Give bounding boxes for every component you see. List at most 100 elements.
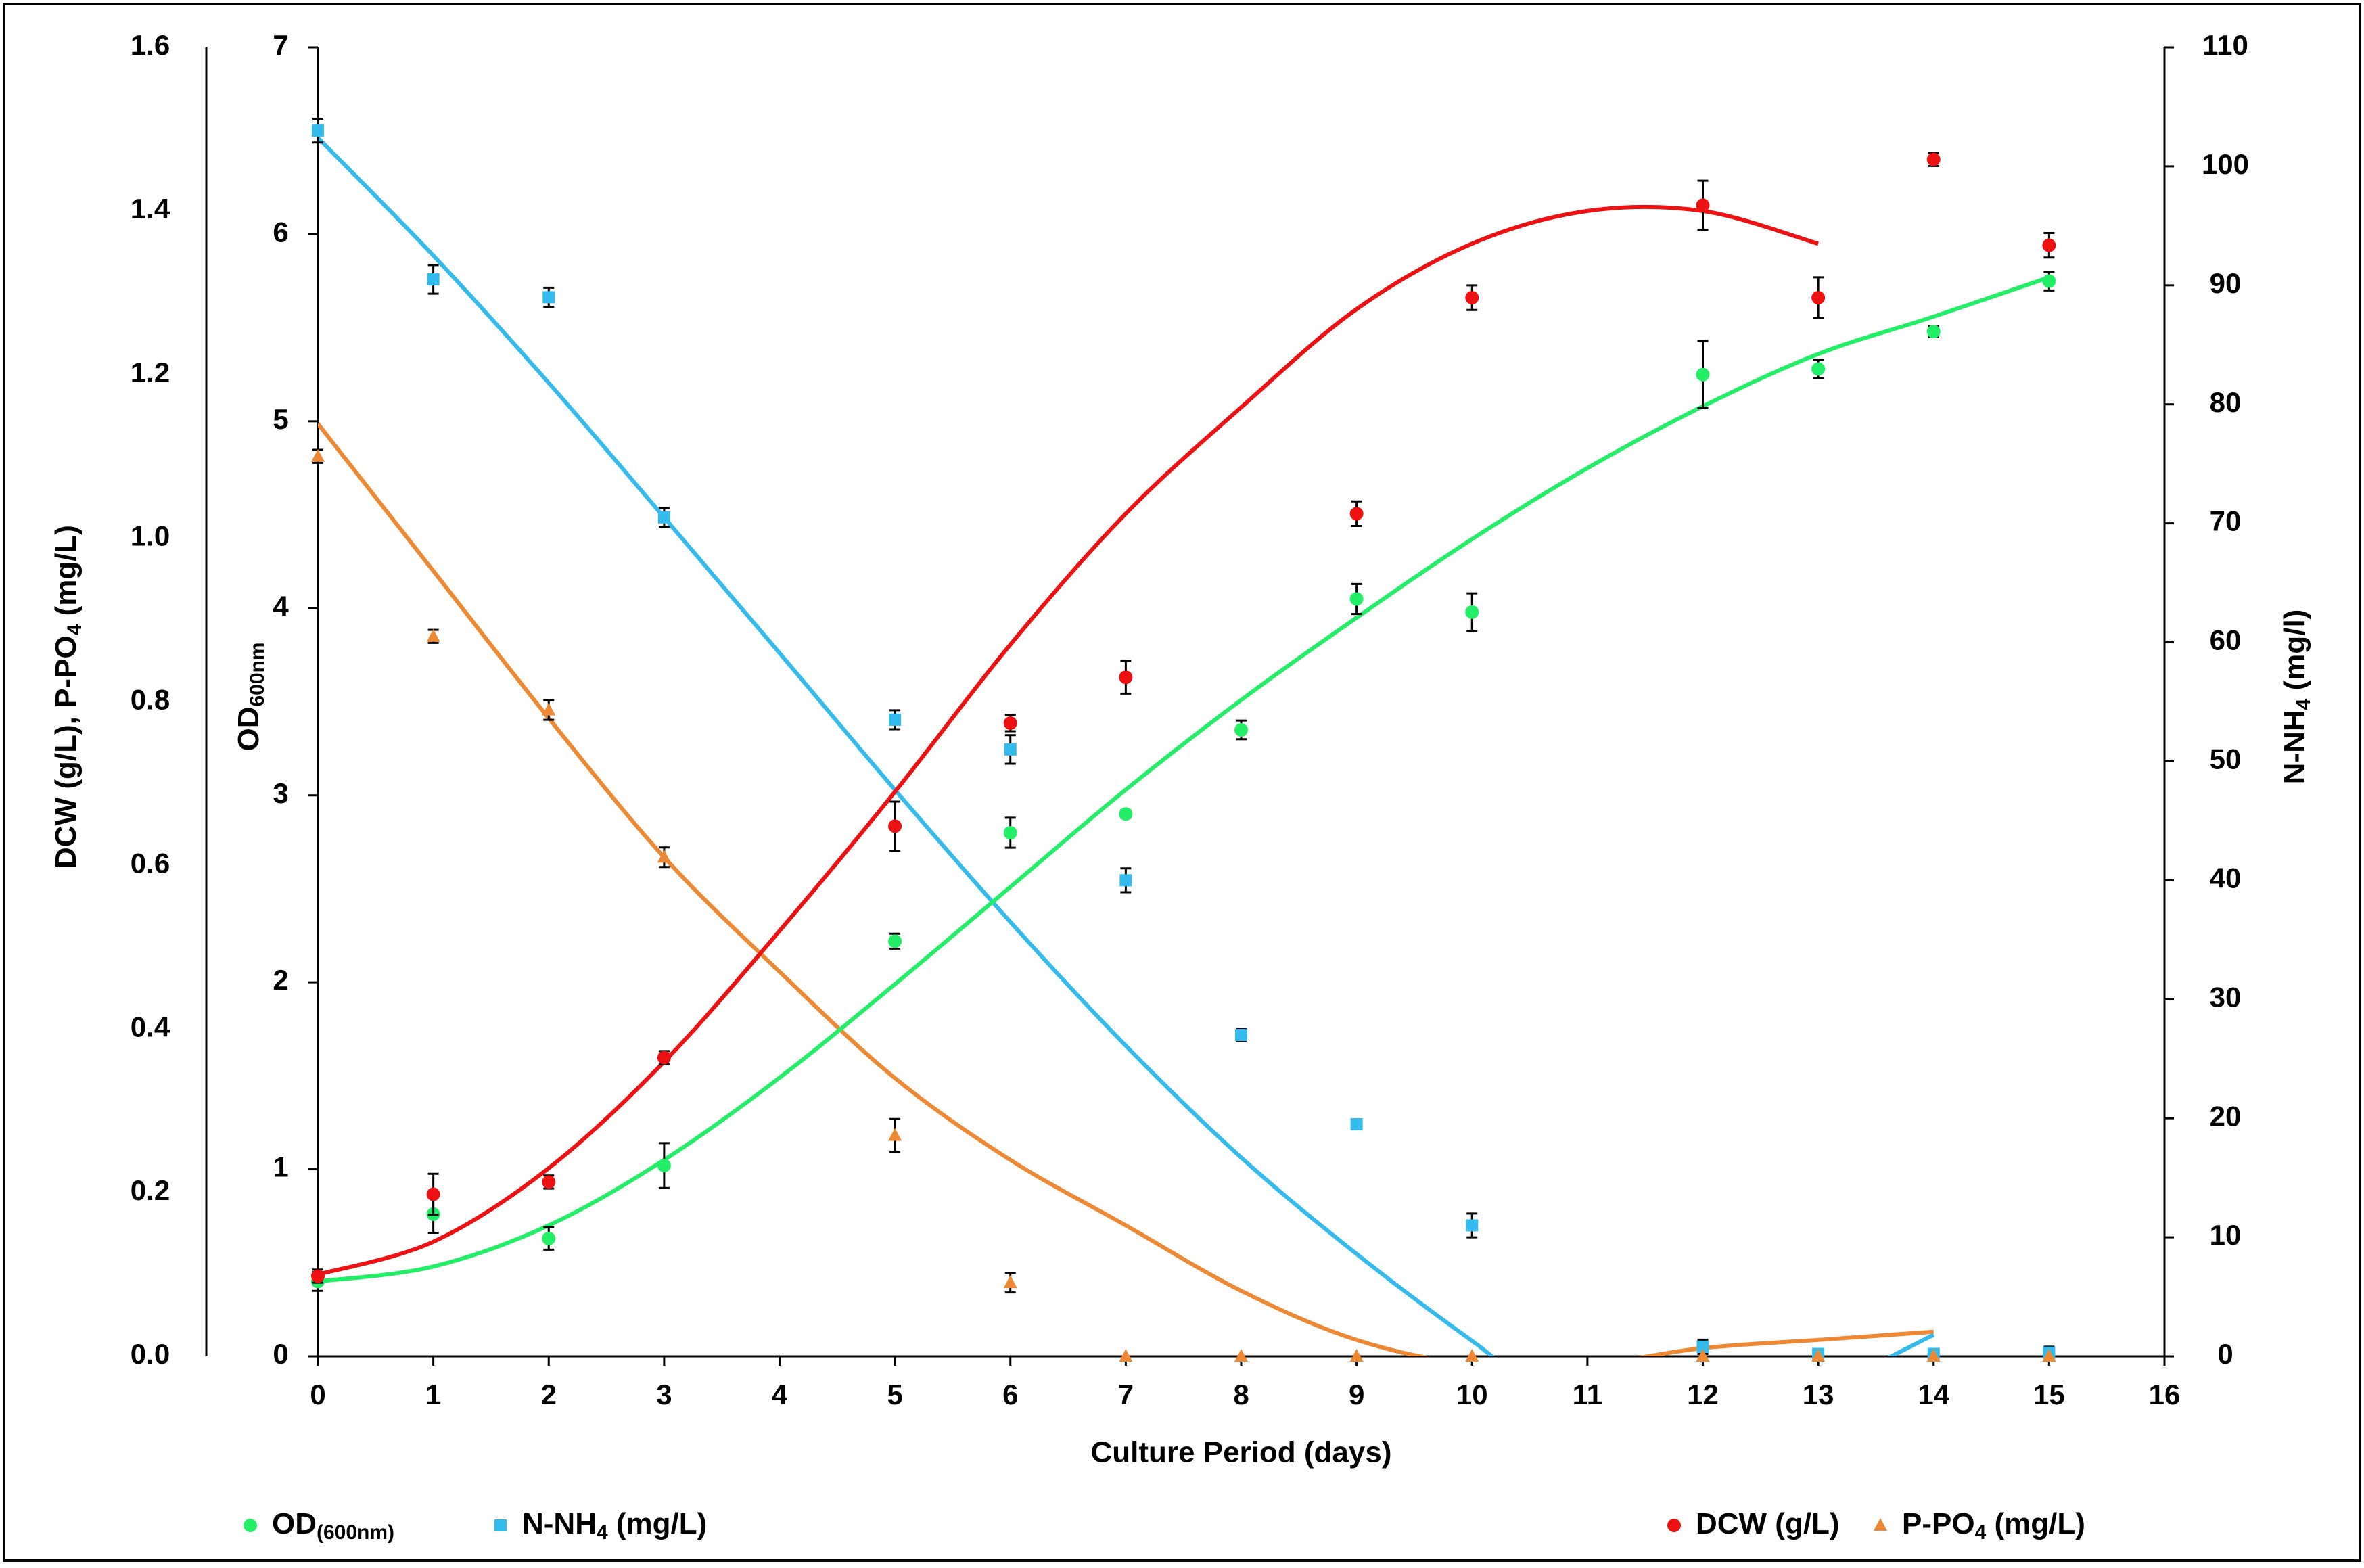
po4-data-point: [1234, 1349, 1248, 1362]
nh4-marker: [1350, 1117, 1363, 1130]
dcw-data-point: [1811, 276, 1826, 319]
x-tick-label: 1: [425, 1379, 441, 1410]
legend-label-nh4-tail: (mg/L): [608, 1507, 708, 1540]
nh4-marker: [1119, 874, 1132, 887]
legend-label-po4-tail: (mg/L): [1986, 1507, 2085, 1540]
od-axis-title: OD600nm: [232, 642, 269, 751]
nh4-tick-label: 20: [2210, 1100, 2242, 1132]
po4-marker: [311, 448, 325, 462]
po4-marker: [1119, 1349, 1133, 1362]
dcw-marker: [1696, 198, 1710, 212]
legend-label-po4-main: P-PO: [1902, 1507, 1975, 1540]
legend-item-po4: P-PO4 (mg/L): [1874, 1507, 2085, 1544]
nh4-data-point: [657, 507, 670, 528]
od-marker: [1349, 592, 1364, 606]
po4-marker: [888, 1128, 902, 1141]
nh4-tick-label: 30: [2210, 981, 2242, 1013]
nh4-tick-label: 60: [2210, 624, 2242, 656]
po4-marker: [1003, 1275, 1017, 1289]
dcw-marker: [1811, 291, 1826, 305]
po4-marker: [542, 702, 556, 716]
dcw-data-point: [1696, 179, 1710, 231]
nh4-tick-label: 80: [2210, 386, 2242, 418]
dcw-tick-label: 0.4: [131, 1011, 170, 1042]
od-marker: [1696, 367, 1710, 382]
po4-marker: [1465, 1349, 1479, 1362]
dcw-tick-label: 0.6: [131, 847, 170, 879]
od-tick-label: 4: [273, 590, 289, 622]
od-tick-label: 2: [273, 964, 288, 996]
dcw-tick-label: 0.0: [131, 1338, 170, 1370]
od-tick-label: 1: [273, 1151, 288, 1183]
od-data-point: [888, 932, 902, 950]
x-tick-label: 4: [772, 1379, 788, 1410]
od-marker: [244, 1519, 257, 1532]
dcw-data-point: [888, 800, 902, 852]
dcw-marker: [1667, 1519, 1681, 1532]
dcw-trendline: [318, 204, 1819, 1276]
od-axis-title-main: OD: [232, 707, 265, 752]
x-tick-label: 6: [1002, 1379, 1018, 1410]
nh4-marker: [542, 291, 555, 304]
nh4-axis-title: N-NH4 (mg/l): [2278, 609, 2315, 785]
od-axis-title-sub: 600nm: [246, 642, 269, 706]
po4-data-point: [1696, 1349, 1710, 1362]
x-tick-label: 5: [887, 1379, 902, 1410]
nh4-tick-label: 70: [2210, 505, 2242, 537]
od-data-point: [2042, 271, 2056, 292]
dcw-axis-title-main: DCW (g/L), P-PO: [49, 635, 83, 869]
dcw-marker: [311, 1269, 325, 1283]
po4-marker: [1349, 1349, 1364, 1362]
dcw-marker: [1119, 670, 1133, 685]
legend-label-nh4-main: N-NH: [522, 1507, 597, 1540]
dcw-marker: [2042, 238, 2056, 252]
po4-data-point: [426, 628, 440, 644]
legend-label-od: OD(600nm): [272, 1507, 394, 1544]
od-marker: [888, 934, 902, 948]
x-tick-label: 2: [541, 1379, 557, 1410]
od-marker: [2042, 274, 2056, 288]
legend-label-nh4: N-NH4 (mg/L): [522, 1507, 707, 1544]
dcw-marker: [1003, 716, 1017, 730]
po4-marker: [1696, 1349, 1710, 1362]
dcw-marker: [657, 1051, 671, 1065]
legend-label-dcw-main: DCW (g/L): [1696, 1507, 1840, 1540]
dcw-axis-title-sub: 4: [64, 624, 86, 635]
po4-data-point: [888, 1117, 902, 1153]
od-data-point: [1696, 340, 1710, 410]
dcw-marker: [1465, 291, 1479, 305]
legend-label-po4-sub: 4: [1975, 1521, 1987, 1544]
nh4-data-point: [1350, 1117, 1363, 1130]
data-point-layer: [311, 118, 2056, 1362]
od-marker: [1465, 605, 1479, 619]
dcw-data-point: [657, 1050, 671, 1065]
legend-label-nh4-sub: 4: [597, 1521, 608, 1544]
dcw-data-point: [1465, 284, 1479, 311]
dcw-marker: [542, 1175, 556, 1189]
nh4-axis-title-sub: 4: [2292, 698, 2315, 710]
dcw-marker: [426, 1187, 440, 1201]
x-tick-label: 12: [1687, 1379, 1719, 1410]
dcw-data-point: [1119, 660, 1133, 695]
x-tick-label: 15: [2033, 1379, 2065, 1410]
x-tick-label: 3: [656, 1379, 672, 1410]
po4-trendline: [318, 422, 1934, 1356]
dcw-tick-label: 1.6: [131, 29, 170, 61]
po4-marker: [426, 628, 440, 642]
x-tick-label: 9: [1349, 1379, 1364, 1410]
nh4-tick-label: 110: [2202, 29, 2248, 61]
nh4-axis-title-tail: (mg/l): [2278, 609, 2311, 699]
nh4-tick-label: 90: [2210, 267, 2242, 299]
od-data-point: [542, 1226, 556, 1251]
legend-label-po4: P-PO4 (mg/L): [1902, 1507, 2085, 1544]
nh4-tick-label: 50: [2210, 743, 2242, 775]
po4-marker: [657, 850, 671, 863]
dcw-data-point: [1349, 500, 1364, 527]
po4-marker: [1926, 1349, 1941, 1362]
x-tick-label: 16: [2149, 1379, 2181, 1410]
nh4-marker: [494, 1519, 507, 1531]
nh4-trendline: [318, 136, 1934, 1356]
nh4-tick-label: 0: [2217, 1338, 2233, 1370]
legend-label-od-main: OD: [272, 1507, 317, 1540]
